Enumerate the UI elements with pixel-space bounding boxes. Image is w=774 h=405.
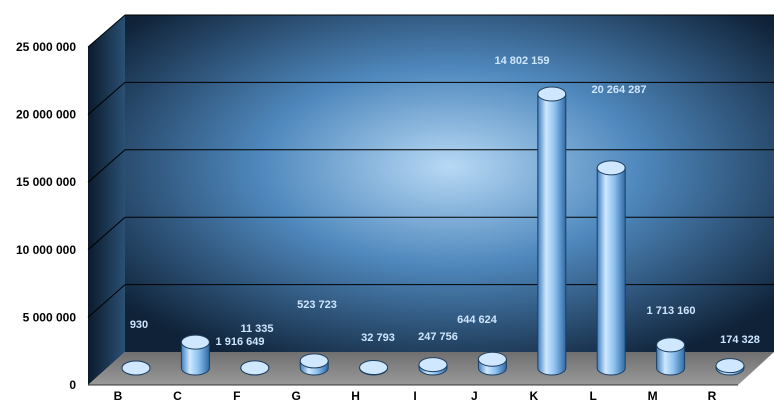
data-label: 1 916 649 <box>216 336 265 348</box>
x-tick-label: L <box>590 389 597 403</box>
y-tick-label: 20 000 000 <box>16 108 76 122</box>
bar-H <box>359 360 389 376</box>
bar-body <box>537 93 567 376</box>
bar-top <box>359 360 389 376</box>
data-label: 523 723 <box>297 299 337 311</box>
bar-K <box>537 86 567 376</box>
data-label: 930 <box>130 319 148 331</box>
x-tick-label: B <box>114 389 123 403</box>
bar-body <box>180 341 210 376</box>
data-label: 644 624 <box>457 314 498 326</box>
gridline-side <box>87 82 126 115</box>
data-label: 247 756 <box>418 331 458 343</box>
gridline-side <box>87 14 126 48</box>
data-label: 11 335 <box>240 323 273 335</box>
bar-R <box>715 358 745 376</box>
bar-J <box>477 351 507 376</box>
x-tick-label: K <box>529 389 538 403</box>
x-tick-label: H <box>351 389 360 403</box>
bar-top <box>537 86 567 102</box>
x-tick-label: G <box>292 389 301 403</box>
bar-M <box>656 337 686 376</box>
bar-top <box>121 360 151 376</box>
y-tick-label: 10 000 000 <box>16 243 76 257</box>
chart-back-wall <box>125 15 774 352</box>
data-label: 1 713 160 <box>647 305 696 317</box>
data-label: 32 793 <box>361 332 395 344</box>
bar-top <box>418 357 448 373</box>
bar-top <box>656 337 686 353</box>
y-tick-label: 5 000 000 <box>23 310 77 324</box>
x-tick-label: C <box>173 389 182 403</box>
x-tick-label: M <box>648 389 658 403</box>
bar-top <box>477 351 507 367</box>
x-tick-label: I <box>413 389 416 403</box>
bar-F <box>240 360 270 376</box>
gridline-side <box>87 284 126 318</box>
y-tick-label: 15 000 000 <box>16 175 76 189</box>
bar-top <box>180 334 210 350</box>
data-label: 174 328 <box>720 334 760 346</box>
bar-top <box>240 360 270 376</box>
bar-body <box>656 344 686 376</box>
x-tick-label: F <box>233 389 240 403</box>
y-axis: 0 5 000 000 10 000 000 15 000 000 20 000 000… <box>16 40 76 392</box>
x-tick-label: R <box>708 389 717 403</box>
bar-B <box>121 360 151 376</box>
bar-top <box>299 353 329 369</box>
gridlines <box>87 14 774 318</box>
chart-side-wall <box>88 15 125 385</box>
bar-body <box>596 167 626 376</box>
y-tick-label: 25 000 000 <box>16 40 76 54</box>
bar-C <box>180 334 210 376</box>
y-tick-label: 0 <box>69 378 76 392</box>
data-label: 14 802 159 <box>494 55 549 67</box>
gridline-side <box>87 216 126 251</box>
bar-top <box>596 160 626 176</box>
bars <box>121 86 745 376</box>
gridline-side <box>87 149 126 183</box>
bar-I <box>418 357 448 376</box>
x-tick-label: J <box>471 389 478 403</box>
bar-G <box>299 353 329 376</box>
bar-top <box>715 358 745 374</box>
data-label: 20 264 287 <box>591 84 646 96</box>
bar-L <box>596 160 626 376</box>
